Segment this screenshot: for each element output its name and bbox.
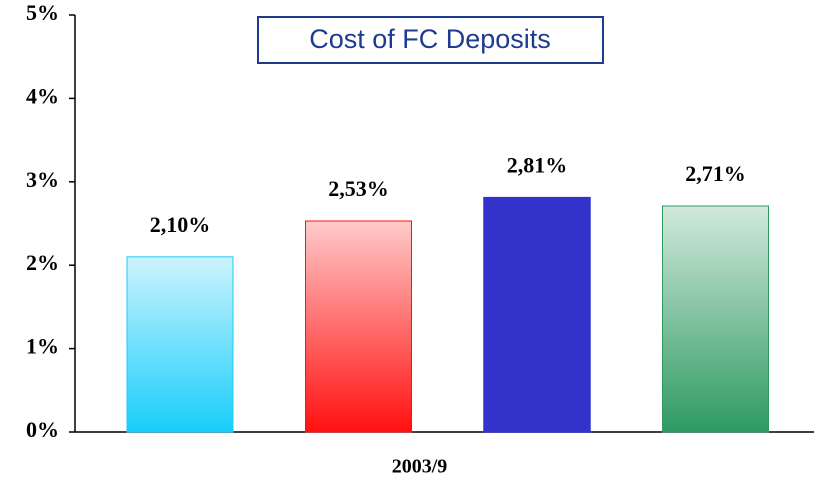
title-box — [257, 16, 604, 64]
x-tick-label: 2003/9 — [392, 456, 448, 478]
y-tick-label: 3% — [26, 167, 59, 192]
y-tick-label: 1% — [26, 334, 59, 359]
y-tick-label: 4% — [26, 83, 59, 108]
data-label: 2,10% — [150, 212, 211, 237]
bar — [305, 220, 412, 433]
y-tick-label: 2% — [26, 250, 59, 275]
data-label: 2,81% — [507, 153, 568, 178]
chart-title: Cost of FC Deposits — [309, 24, 551, 54]
bar — [483, 196, 591, 433]
bar — [126, 256, 234, 433]
y-tick-label: 5% — [26, 0, 59, 25]
y-tick-label: 0% — [26, 417, 59, 442]
data-label: 2,71% — [685, 161, 746, 186]
bar — [662, 205, 769, 433]
data-label: 2,53% — [328, 176, 389, 201]
